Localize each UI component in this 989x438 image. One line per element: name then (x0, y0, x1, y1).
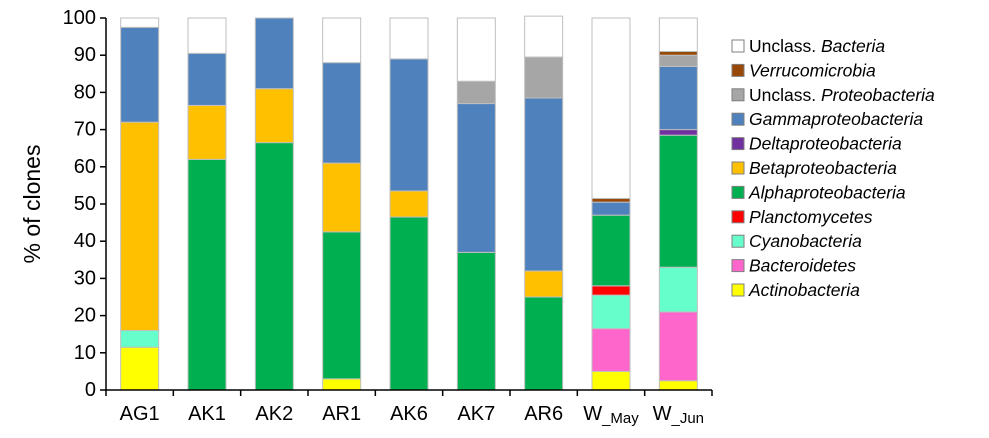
bar-segment-w-jun-deltaproteobacteria (658, 129, 698, 136)
y-tick-label-30: 30 (74, 267, 96, 289)
bar-segment-w-jun-bacteroidetes (658, 311, 698, 382)
x-tick-label-ar6: AR6 (524, 403, 563, 425)
legend-label-alphaproteobacteria: Alphaproteobacteria (748, 182, 906, 202)
bar-segment-ak7-alphaproteobacteria (456, 251, 496, 391)
bar-segment-ar6-unclass-proteobacteria (524, 56, 564, 99)
bar-segment-ak2-gammaproteobacteria (254, 17, 294, 90)
bar-segment-ar1-actinobacteria (322, 378, 362, 391)
bar-segment-w-may-actinobacteria (591, 370, 631, 391)
bar-segment-ak6-gammaproteobacteria (389, 58, 429, 192)
y-tick-label-70: 70 (74, 119, 96, 141)
bar-segment-w-jun-alphaproteobacteria (658, 134, 698, 268)
bar-segment-ar1-unclass-bacteria (322, 17, 362, 64)
legend-swatch-cyanobacteria (731, 234, 745, 248)
x-tick-label-w-may: W_May (583, 403, 639, 427)
bar-segment-ak6-betaproteobacteria (389, 190, 429, 218)
bar-segment-w-may-cyanobacteria (591, 294, 631, 330)
legend-label-unclass-proteobacteria: Unclass. Proteobacteria (749, 85, 935, 105)
x-tick-label-ak2: AK2 (255, 403, 293, 425)
bar-segment-w-jun-unclass-bacteria (658, 17, 698, 52)
legend-label-unclass-bacteria: Unclass. Bacteria (749, 36, 885, 56)
bar-segment-ar6-betaproteobacteria (524, 270, 564, 298)
y-axis-label: % of clones (19, 145, 45, 264)
legend-swatch-unclass-bacteria (731, 39, 745, 53)
y-tick-label-100: 100 (63, 7, 96, 29)
bar-segment-ar1-betaproteobacteria (322, 162, 362, 233)
bar-segment-ak2-betaproteobacteria (254, 88, 294, 144)
bar-segment-ak6-alphaproteobacteria (389, 216, 429, 391)
x-tick-label-ak7: AK7 (457, 403, 495, 425)
legend-label-cyanobacteria: Cyanobacteria (749, 231, 862, 251)
x-tick-label-ar1: AR1 (322, 403, 361, 425)
bar-segment-w-may-verrucomicrobia (591, 197, 631, 203)
y-tick-label-80: 80 (74, 81, 96, 103)
legend-swatch-deltaproteobacteria (731, 137, 745, 151)
bar-segment-ak1-gammaproteobacteria (187, 52, 227, 106)
legend: Unclass. Bacteria Verrucomicrobia Unclass.… (731, 36, 935, 300)
legend-swatch-bacteroidetes (731, 259, 745, 273)
bar-segment-w-may-alphaproteobacteria (591, 214, 631, 287)
legend-swatch-unclass-proteobacteria (731, 88, 745, 102)
y-tick-label-40: 40 (74, 230, 96, 252)
bar-segment-ar6-gammaproteobacteria (524, 97, 564, 272)
bar-segment-w-jun-verrucomicrobia (658, 50, 698, 56)
bar-segment-ag1-cyanobacteria (120, 329, 160, 348)
bar-segment-ar6-alphaproteobacteria (524, 296, 564, 391)
legend-label-verrucomicrobia: Verrucomicrobia (749, 60, 876, 80)
legend-swatch-gammaproteobacteria (731, 112, 745, 126)
bars-group (120, 15, 698, 391)
legend-swatch-verrucomicrobia (731, 63, 745, 77)
y-tick-label-10: 10 (74, 342, 96, 364)
bar-segment-w-may-planctomycetes (591, 285, 631, 296)
y-tick-label-50: 50 (74, 193, 96, 215)
legend-label-planctomycetes: Planctomycetes (749, 207, 873, 227)
bar-segment-ag1-gammaproteobacteria (120, 26, 160, 123)
bar-segment-ak1-unclass-bacteria (187, 17, 227, 54)
bar-segment-ar1-alphaproteobacteria (322, 231, 362, 380)
y-tick-label-60: 60 (74, 156, 96, 178)
bar-segment-ag1-unclass-bacteria (120, 17, 160, 28)
legend-label-betaproteobacteria: Betaproteobacteria (749, 158, 897, 178)
legend-label-deltaproteobacteria: Deltaproteobacteria (749, 134, 902, 154)
bar-segment-ak6-unclass-bacteria (389, 17, 429, 60)
bar-segment-ar6-unclass-bacteria (524, 15, 564, 58)
bar-segment-ar1-gammaproteobacteria (322, 62, 362, 164)
bar-segment-ag1-betaproteobacteria (120, 121, 160, 331)
bar-segment-w-may-unclass-bacteria (591, 17, 631, 199)
bar-segment-w-may-gammaproteobacteria (591, 201, 631, 216)
axes-group: 0 10 20 30 40 50 60 70 80 90 100 AG1 AK1 AK2 AR1 AK6 AK7… (63, 7, 713, 427)
legend-label-gammaproteobacteria: Gammaproteobacteria (749, 109, 923, 129)
bar-segment-ak1-betaproteobacteria (187, 104, 227, 160)
bar-segment-ak7-unclass-bacteria (456, 17, 496, 82)
y-tick-label-20: 20 (74, 305, 96, 327)
legend-swatch-alphaproteobacteria (731, 185, 745, 199)
x-tick-label-ag1: AG1 (120, 403, 160, 425)
bar-segment-ak7-gammaproteobacteria (456, 103, 496, 253)
x-tick-label-ak6: AK6 (390, 403, 428, 425)
bar-segment-w-may-bacteroidetes (591, 328, 631, 372)
legend-swatch-betaproteobacteria (731, 161, 745, 175)
y-tick-label-0: 0 (85, 379, 96, 401)
x-tick-label-ak1: AK1 (188, 403, 226, 425)
legend-swatch-planctomycetes (731, 210, 745, 224)
bar-segment-ak1-alphaproteobacteria (187, 158, 227, 391)
bar-segment-w-jun-gammaproteobacteria (658, 65, 698, 131)
x-tick-label-w-jun: W_Jun (653, 403, 704, 427)
legend-label-bacteroidetes: Bacteroidetes (749, 256, 856, 276)
bar-segment-w-jun-actinobacteria (658, 380, 698, 391)
bar-segment-ag1-actinobacteria (120, 346, 160, 391)
bar-segment-ak2-alphaproteobacteria (254, 142, 294, 391)
bar-segment-w-jun-cyanobacteria (658, 266, 698, 313)
legend-label-actinobacteria: Actinobacteria (748, 280, 860, 300)
legend-swatch-actinobacteria (731, 283, 745, 297)
bar-segment-ak7-unclass-proteobacteria (456, 80, 496, 105)
bar-segment-w-jun-unclass-proteobacteria (658, 54, 698, 67)
y-tick-label-90: 90 (74, 44, 96, 66)
